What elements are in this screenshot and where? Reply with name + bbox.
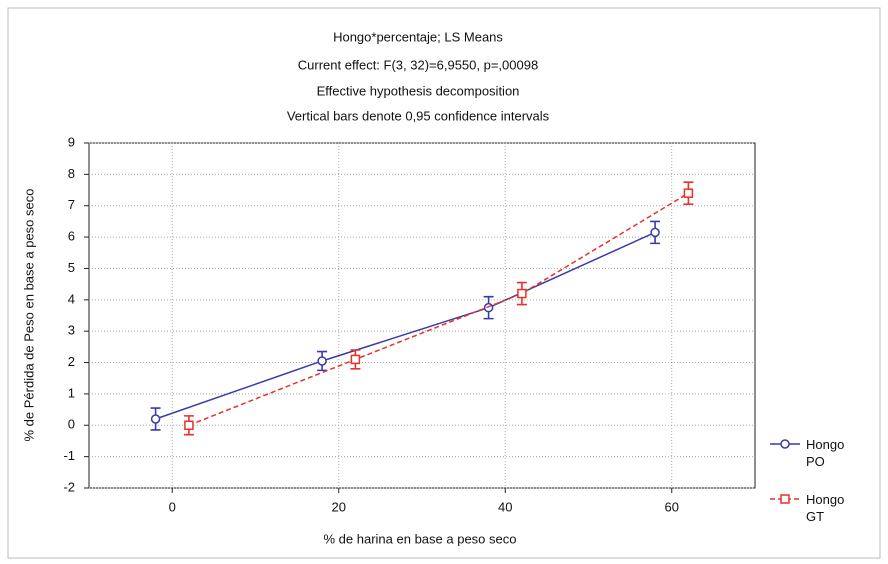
marker: [650, 227, 660, 238]
x-tick-label: 0: [169, 499, 176, 514]
marker: [683, 188, 694, 198]
y-tick-label: 9: [68, 134, 75, 149]
title-line: Effective hypothesis decomposition: [317, 83, 520, 98]
series-line: [155, 231, 656, 420]
marker: [517, 288, 527, 299]
legend-marker: [780, 439, 790, 449]
y-tick-label: -1: [63, 448, 75, 463]
x-axis-label: % de harina en base a peso seco: [324, 531, 517, 546]
x-tick-label: 40: [498, 499, 512, 514]
marker: [317, 356, 327, 366]
y-tick-label: 3: [68, 323, 75, 338]
y-tick-label: -2: [63, 479, 75, 494]
marker: [350, 354, 361, 365]
marker: [483, 302, 494, 313]
y-tick-label: 5: [68, 260, 75, 275]
y-tick-label: 7: [68, 197, 75, 212]
x-tick-label: 60: [665, 499, 679, 514]
y-tick-label: 0: [68, 417, 75, 432]
marker: [150, 414, 161, 424]
series-line: [188, 192, 689, 426]
y-tick-label: 2: [68, 354, 75, 369]
x-tick-label: 20: [332, 499, 346, 514]
y-axis-label: % de Pérdida de Peso en base a peso seco: [21, 189, 36, 442]
y-tick-label: 1: [68, 385, 75, 400]
legend-label: Hongo GT: [806, 492, 845, 524]
y-tick-label: 6: [68, 229, 75, 244]
title-line: Current effect: F(3, 32)=6,9550, p=,0009…: [298, 57, 538, 72]
plot-area: [88, 142, 756, 489]
marker: [184, 420, 194, 431]
legend-label: Hongo PO: [806, 437, 845, 469]
title-line: Hongo*percentaje; LS Means: [333, 29, 503, 44]
y-tick-label: 8: [68, 166, 75, 181]
legend-marker: [780, 494, 790, 504]
title-line: Vertical bars denote 0,95 confidence int…: [287, 108, 550, 123]
y-tick-label: 4: [68, 291, 75, 306]
